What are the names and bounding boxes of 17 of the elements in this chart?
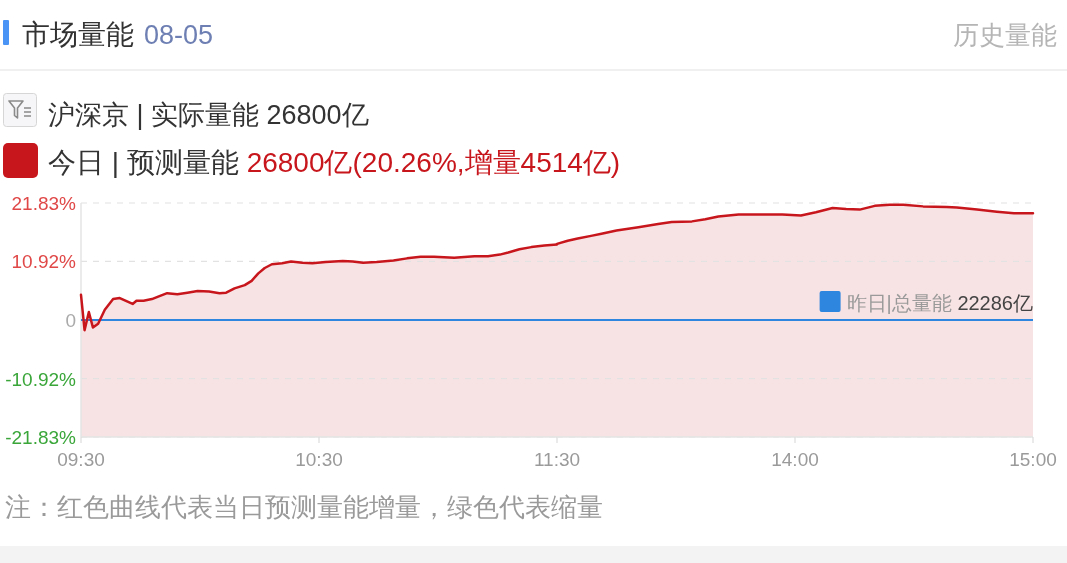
text: 沪深京 | 实际量能 26800亿: [48, 100, 369, 130]
x-tick-label: 10:30: [295, 449, 343, 470]
x-tick-label: 14:00: [771, 449, 819, 470]
x-tick-label: 11:30: [533, 449, 581, 470]
y-tick-label: -10.92%: [5, 368, 77, 390]
y-tick-label: 10.92%: [11, 251, 77, 273]
legend-label: 今日 | 预测量能 26800亿(20.26%,增量4514亿): [48, 147, 621, 178]
chart-subtitle: 08-05: [144, 20, 214, 50]
x-tick-label: 15:00: [1009, 449, 1057, 470]
y-tick-label: 0: [65, 310, 76, 331]
x-tick-label: 09:30: [57, 449, 105, 470]
ref-line-label: 昨日|总量能 22286亿: [846, 292, 1033, 314]
y-tick-label: -21.83%: [5, 427, 77, 448]
text: 历史量能: [953, 20, 1057, 50]
chart-title: 市场量能: [22, 19, 134, 50]
y-tick-label: 21.83%: [11, 193, 77, 214]
text: 注：红色曲线代表当日预测量能增量，绿色代表缩量: [5, 492, 603, 522]
